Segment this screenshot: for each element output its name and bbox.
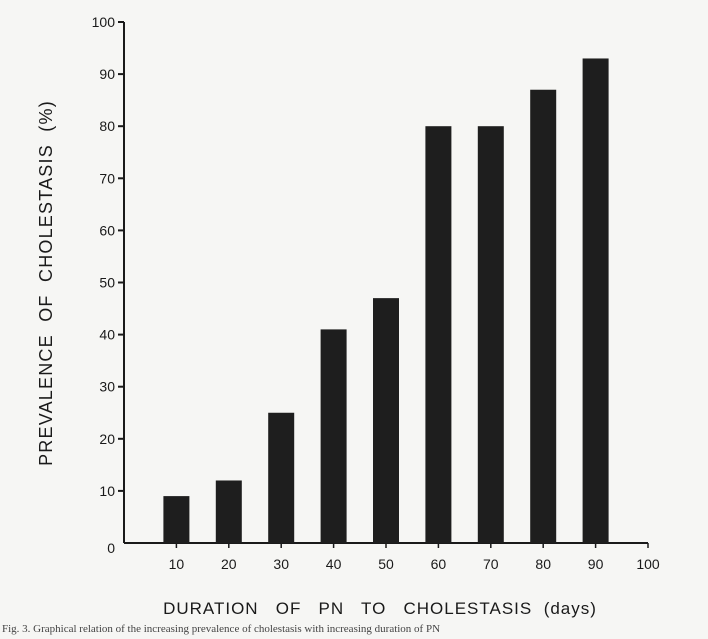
x-tick-label: 50 <box>378 556 394 572</box>
y-tick-label: 30 <box>99 379 115 395</box>
x-tick-label: 20 <box>221 556 237 572</box>
x-tick-label: 60 <box>431 556 447 572</box>
bar <box>477 126 504 543</box>
y-tick-label: 70 <box>99 170 115 186</box>
bar <box>320 329 347 543</box>
y-tick-label: 40 <box>99 327 115 343</box>
y-tick-label: 20 <box>99 431 115 447</box>
bar <box>163 496 190 543</box>
figure-caption: Fig. 3. Graphical relation of the increa… <box>2 623 441 635</box>
bar <box>215 480 242 543</box>
bar <box>582 58 609 543</box>
x-axis-label: DURATION OF PN TO CHOLESTASIS (days) <box>163 599 597 618</box>
bar <box>268 412 295 543</box>
x-tick-label: 100 <box>636 556 660 572</box>
x-tick-label: 40 <box>326 556 342 572</box>
y-tick-label: 80 <box>99 118 115 134</box>
y-tick-label: 50 <box>99 275 115 291</box>
y-tick-label: 10 <box>99 483 115 499</box>
y-axis: 0 10 20 30 40 50 60 70 80 90 100 <box>92 14 125 556</box>
y-tick-label: 90 <box>99 66 115 82</box>
bars <box>163 58 609 543</box>
y-tick-label: 60 <box>99 222 115 238</box>
bar <box>373 298 399 543</box>
y-axis-label: PREVALENCE OF CHOLESTASIS (%) <box>36 100 56 466</box>
x-tick-label: 30 <box>273 556 289 572</box>
bar <box>530 89 557 543</box>
bar <box>425 126 452 543</box>
y-tick-label: 0 <box>107 540 115 556</box>
x-tick-label: 10 <box>169 556 185 572</box>
y-tick-label: 100 <box>92 14 116 30</box>
x-tick-label: 70 <box>483 556 499 572</box>
x-axis: 10 20 30 40 50 60 70 80 90 100 <box>124 542 660 572</box>
x-tick-label: 90 <box>588 556 604 572</box>
x-tick-label: 80 <box>535 556 551 572</box>
